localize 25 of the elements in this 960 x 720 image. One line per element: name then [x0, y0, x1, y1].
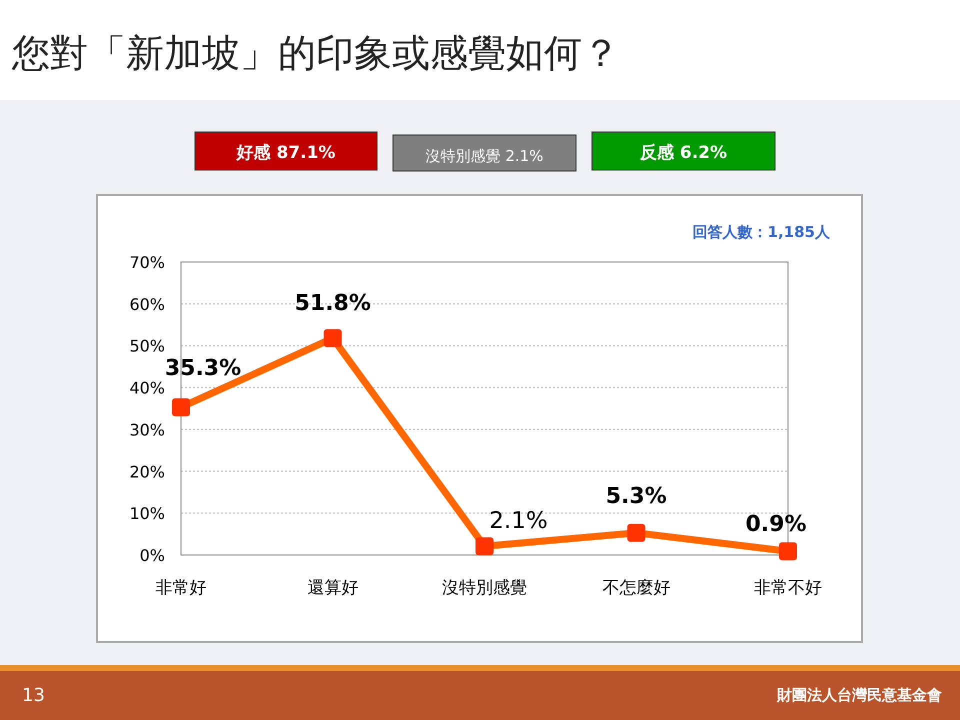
- y-tick-label: 50%: [129, 336, 165, 356]
- x-tick-label: 還算好: [307, 578, 358, 598]
- text: 2.1%: [489, 508, 548, 534]
- chart-title: 您對「新加坡」的印象或感覺如何？: [11, 31, 620, 75]
- y-tick-label: 60%: [129, 294, 165, 314]
- y-tick-label: 70%: [129, 253, 165, 272]
- y-tick-label: 40%: [129, 378, 165, 398]
- text: 回答人數：1,185人: [692, 223, 831, 241]
- y-tick-label: 0%: [140, 546, 165, 565]
- text: 好感 87.1%: [236, 143, 336, 163]
- text: 13: [22, 685, 45, 706]
- text: 反感 6.2%: [638, 143, 728, 163]
- text: 財團法人台灣民意基金會: [776, 686, 942, 704]
- text: 35.3%: [164, 356, 242, 382]
- text: 5.3%: [606, 484, 667, 509]
- y-tick-label: 20%: [129, 462, 165, 482]
- x-tick-label: 非常不好: [754, 578, 822, 598]
- x-tick-label: 非常好: [156, 578, 206, 598]
- y-tick-label: 30%: [129, 420, 165, 440]
- text: 沒特別感覺 2.1%: [426, 147, 544, 165]
- x-tick-label: 不怎麼好: [602, 578, 670, 598]
- x-tick-label: 沒特別感覺: [442, 578, 527, 598]
- y-tick-label: 10%: [129, 504, 165, 524]
- text: 0.9%: [745, 512, 807, 538]
- text: 51.8%: [294, 291, 371, 316]
